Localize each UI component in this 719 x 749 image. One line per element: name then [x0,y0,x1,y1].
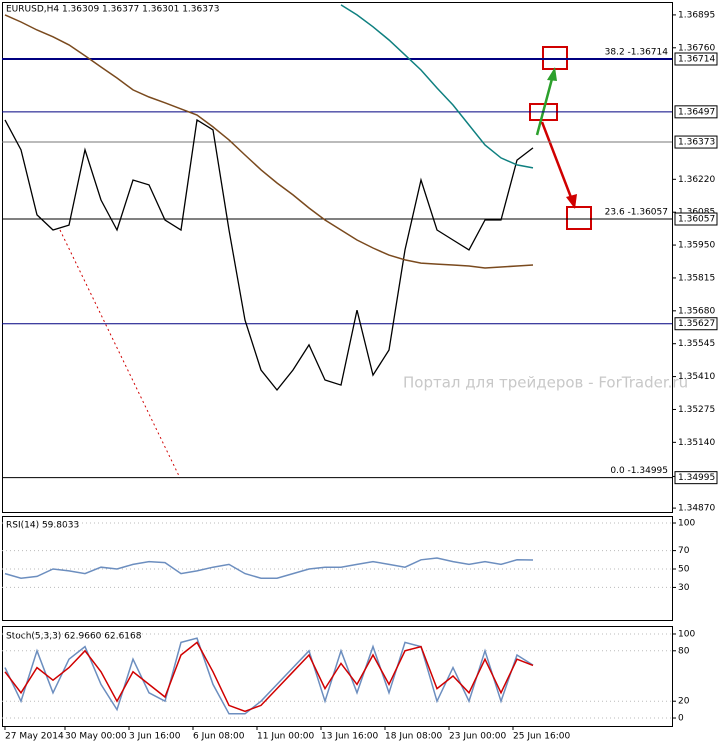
price-box [674,105,718,119]
level-label: 38.2 -1.36714 [605,47,669,57]
y-tick-label: 80 [678,646,690,656]
x-tick-label: 27 May 2014 [5,732,64,742]
rsi-frame [2,516,673,621]
series-line [4,118,534,392]
y-tick-label: 1.35275 [678,405,715,415]
y-tick-label: 0 [678,714,684,724]
x-tick-label: 25 Jun 16:00 [513,732,570,742]
price-box [674,52,718,66]
price-box [674,135,718,149]
x-tick-label: 6 Jun 08:00 [193,732,245,742]
main-frame [2,2,673,513]
price-box-label: 1.36057 [678,215,715,225]
y-tick-label: 1.35410 [678,372,715,382]
level-label: 0.0 -1.34995 [610,466,668,476]
stoch-frame [2,626,673,727]
x-tick-label: 13 Jun 16:00 [321,732,378,742]
rsi-title: RSI(14) 59.8033 [6,521,79,531]
price-box [674,317,718,331]
x-tick-label: 30 May 00:00 [65,732,127,742]
y-tick-label: 1.36760 [678,43,715,53]
y-tick-label: 1.36220 [678,175,715,185]
price-box-label: 1.36714 [678,54,715,64]
watermark: Портал для трейдеров - ForTrader.ru [403,374,688,392]
x-tick-label: 3 Jun 16:00 [129,732,181,742]
price-box-label: 1.36373 [678,138,715,148]
trend-line [59,229,181,479]
price-box-label: 1.34995 [678,473,715,483]
series-line [4,557,534,579]
y-tick-label: 1.35140 [678,438,715,448]
stoch-title: Stoch(5,3,3) 62.9660 62.6168 [6,632,142,642]
up-arrow [535,74,555,136]
y-tick-label: 1.36895 [678,10,715,20]
y-tick-label: 1.34870 [678,504,715,514]
x-tick-label: 18 Jun 08:00 [385,732,442,742]
y-tick-label: 100 [678,518,695,528]
y-tick-label: 1.35680 [678,306,715,316]
y-tick-label: 50 [678,565,690,575]
up-arrow-head [547,67,557,81]
annotations [529,46,592,230]
target-box [566,206,592,230]
down-arrow-head [566,194,577,209]
series-line [340,4,534,169]
y-tick-label: 1.35545 [678,339,715,349]
series-line [4,14,534,269]
price-box-label: 1.36497 [678,107,715,117]
price-box [674,471,718,485]
y-tick-label: 30 [678,583,690,593]
y-tick-label: 1.35950 [678,241,715,251]
x-tick-label: 23 Jun 00:00 [449,732,506,742]
y-tick-label: 20 [678,697,690,707]
price-box-label: 1.35627 [678,319,715,329]
x-tick-label: 11 Jun 00:00 [257,732,314,742]
series-line [4,637,534,715]
y-tick-label: 1.35815 [678,273,715,283]
level-label: 23.6 -1.36057 [605,208,668,218]
price-box [674,212,718,226]
series-line [4,641,534,713]
chart-title: EURUSD,H4 1.36309 1.36377 1.36301 1.3637… [6,5,219,15]
down-arrow [540,121,574,201]
y-tick-label: 70 [678,546,690,556]
y-tick-label: 100 [678,629,695,639]
